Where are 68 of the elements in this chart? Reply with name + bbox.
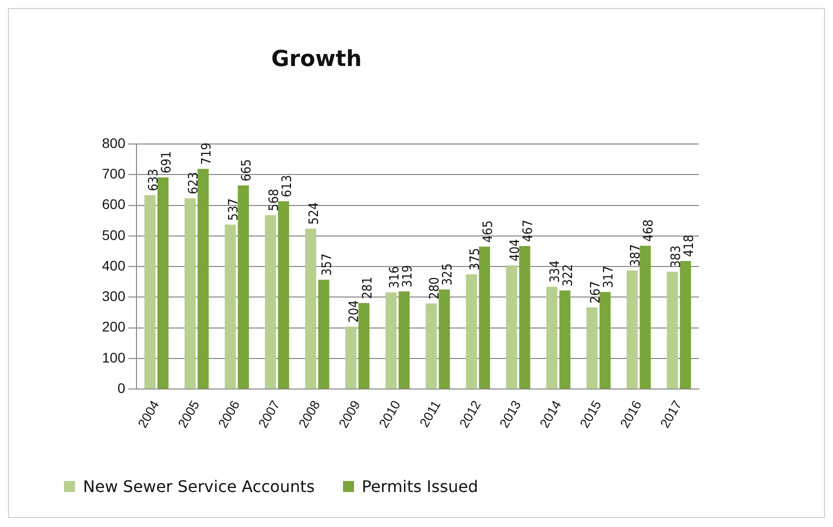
y-tick-label: 200 — [102, 318, 126, 335]
data-label: 204 — [347, 300, 362, 323]
y-tick-label: 800 — [102, 134, 126, 151]
data-label: 719 — [200, 142, 215, 165]
bar — [144, 195, 156, 389]
bar — [305, 228, 316, 389]
data-label: 319 — [400, 265, 416, 288]
data-label: 322 — [561, 264, 576, 286]
data-label: 665 — [240, 159, 255, 182]
legend-label: Permits Issued — [360, 477, 478, 496]
data-label: 404 — [508, 239, 523, 262]
bar — [386, 292, 397, 389]
bar — [358, 303, 370, 389]
data-label: 633 — [146, 168, 162, 192]
y-tick-label: 700 — [102, 166, 126, 182]
data-label: 467 — [521, 220, 536, 242]
y-tick-label: 400 — [102, 257, 126, 274]
data-label: 267 — [588, 281, 604, 304]
bar — [519, 246, 530, 389]
bar — [438, 290, 450, 389]
bar — [546, 286, 558, 389]
bar — [478, 246, 490, 389]
data-label: 375 — [468, 248, 483, 270]
data-label: 281 — [360, 276, 376, 300]
y-tick-label: 300 — [102, 288, 126, 304]
bar — [278, 201, 290, 389]
data-label: 537 — [226, 198, 242, 221]
y-tick-label: 0 — [118, 380, 126, 396]
bar — [426, 303, 437, 389]
bar — [184, 198, 196, 389]
data-label: 418 — [682, 234, 697, 258]
data-label: 623 — [186, 172, 202, 194]
data-label: 280 — [428, 277, 443, 300]
y-tick-label: 100 — [102, 349, 126, 366]
chart-title: Growth — [270, 47, 363, 72]
bar — [318, 280, 330, 389]
bar — [198, 168, 209, 389]
data-label: 468 — [642, 219, 657, 242]
y-tick-label: 500 — [102, 226, 126, 243]
bar — [680, 261, 691, 389]
bar — [238, 185, 249, 389]
data-label: 524 — [307, 202, 322, 225]
bar — [224, 224, 236, 389]
y-tick-label: 600 — [102, 196, 126, 212]
data-label: 568 — [266, 188, 282, 212]
data-label: 383 — [668, 245, 684, 268]
bar — [600, 292, 611, 389]
bar — [506, 265, 518, 389]
bar — [398, 291, 410, 389]
bar — [559, 290, 570, 389]
data-label: 334 — [548, 260, 564, 283]
data-label: 317 — [601, 266, 616, 288]
bar — [264, 215, 276, 389]
bar — [157, 177, 169, 389]
data-label: 357 — [320, 253, 336, 276]
bar — [626, 270, 638, 389]
data-label: 316 — [387, 266, 402, 288]
data-label: 613 — [280, 174, 295, 198]
bar — [666, 272, 678, 389]
data-label: 387 — [628, 244, 644, 267]
bar — [466, 274, 477, 389]
data-label: 325 — [440, 263, 456, 286]
legend-label: New Sewer Service Accounts — [82, 477, 315, 496]
bar — [586, 307, 598, 389]
data-label: 465 — [480, 220, 496, 243]
bar — [345, 326, 356, 389]
bar — [640, 246, 651, 389]
data-label: 691 — [159, 151, 174, 174]
